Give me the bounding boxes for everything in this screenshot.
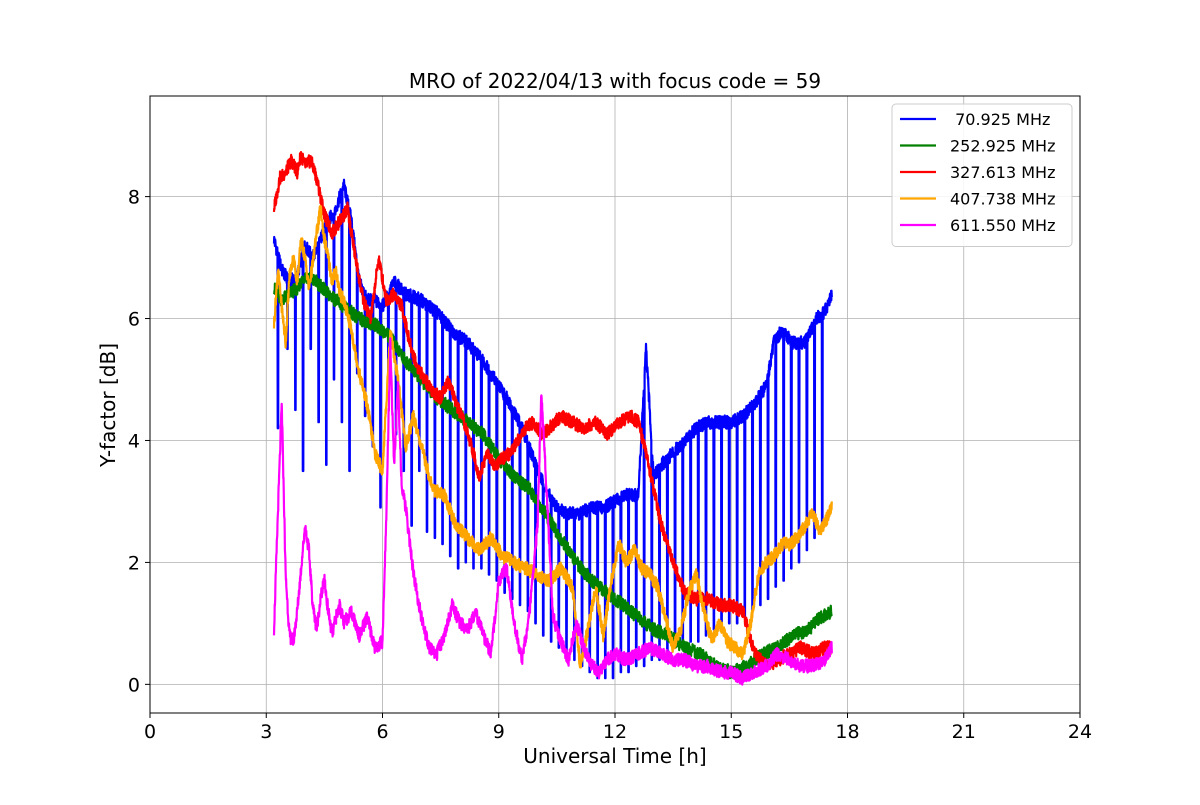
series-line bbox=[272, 204, 833, 669]
x-tick-label: 24 bbox=[1068, 721, 1092, 743]
legend-label: 611.550 MHz bbox=[950, 216, 1055, 235]
legend: 70.925 MHz 252.925 MHz 327.613 MHz 407.738 … bbox=[891, 103, 1073, 247]
series-line bbox=[273, 271, 833, 680]
legend-label: 70.925 MHz bbox=[950, 110, 1050, 129]
y-tick-label: 4 bbox=[128, 430, 140, 452]
series-line bbox=[272, 178, 833, 680]
legend-box bbox=[891, 103, 1073, 247]
chart-title: MRO of 2022/04/13 with focus code = 59 bbox=[409, 69, 821, 93]
x-axis-label: Universal Time [h] bbox=[523, 744, 706, 768]
legend-label: 252.925 MHz bbox=[950, 137, 1055, 156]
series-layer bbox=[272, 151, 833, 686]
x-tick-label: 6 bbox=[376, 721, 388, 743]
y-tick-label: 2 bbox=[128, 552, 140, 574]
x-tick-label: 15 bbox=[719, 721, 743, 743]
x-tick-label: 3 bbox=[260, 721, 272, 743]
legend-label: 327.613 MHz bbox=[950, 163, 1055, 182]
x-tick-label: 9 bbox=[493, 721, 505, 743]
x-tick-label: 21 bbox=[952, 721, 976, 743]
legend-label: 407.738 MHz bbox=[950, 190, 1055, 209]
y-tick-label: 8 bbox=[128, 187, 140, 209]
series-line bbox=[272, 337, 833, 686]
x-tick-label: 0 bbox=[144, 721, 156, 743]
x-tick-label: 18 bbox=[835, 721, 859, 743]
y-axis-label: Y-factor [dB] bbox=[96, 343, 120, 468]
x-tick-label: 12 bbox=[603, 721, 627, 743]
series-line bbox=[272, 151, 833, 672]
y-tick-label: 6 bbox=[128, 309, 140, 331]
y-tick-label: 0 bbox=[128, 674, 140, 696]
